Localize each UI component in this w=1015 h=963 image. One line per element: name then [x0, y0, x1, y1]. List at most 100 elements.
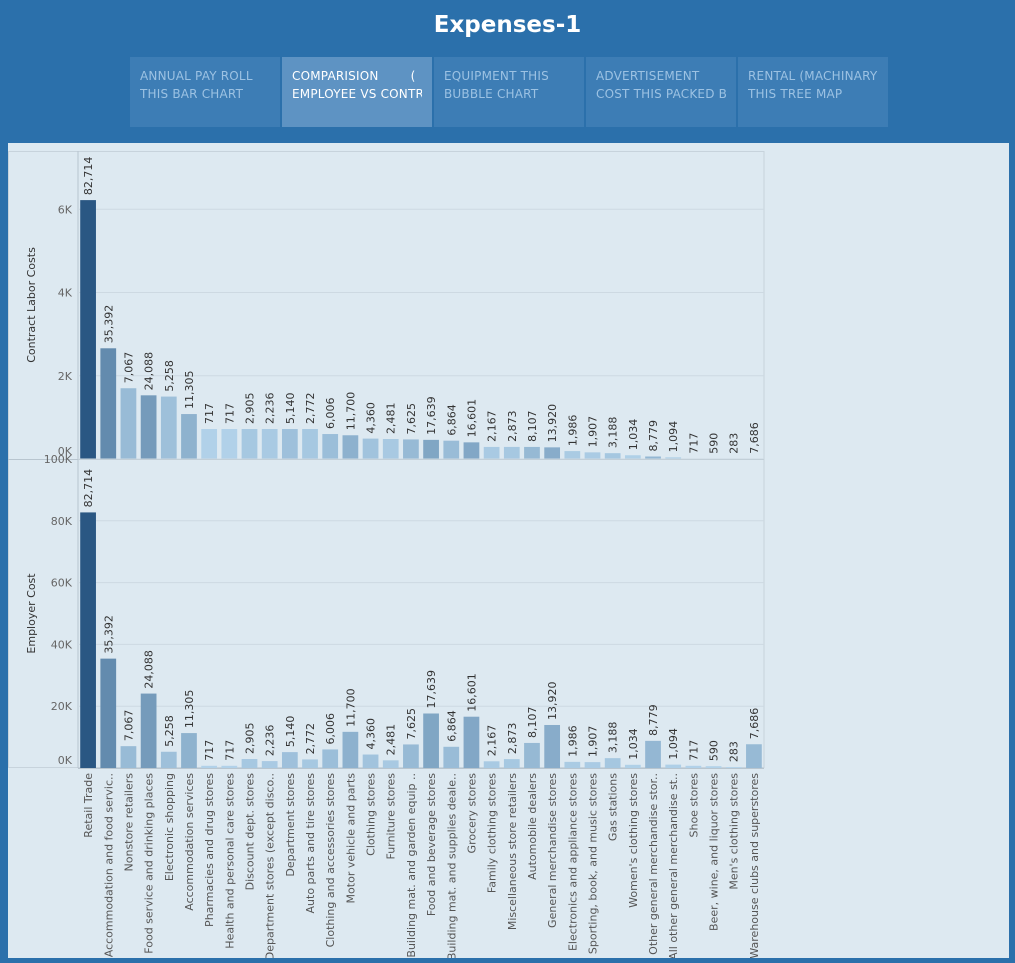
y-tick-label: 2K — [58, 370, 73, 383]
bar — [261, 761, 278, 768]
tab-equipment[interactable]: EQUIPMENT THIS BUBBLE CHART — [434, 57, 584, 127]
bar — [544, 724, 561, 768]
bar — [665, 764, 682, 768]
y-axis-title: Contract Labor Costs — [25, 247, 38, 363]
x-category-label: Accommodation services — [183, 773, 196, 911]
bar — [403, 439, 419, 459]
tab-label-line1: ANNUAL PAY ROLL — [140, 69, 253, 83]
x-category-label: Retail Trade — [82, 773, 95, 838]
x-category-label: Clothing and accessories stores — [324, 773, 337, 948]
x-category-label: Food and beverage stores — [425, 773, 438, 916]
x-category-label: Clothing stores — [365, 773, 378, 856]
bar-data-label: 8,107 — [526, 410, 539, 442]
x-category-label: Sporting, book, and music stores — [587, 773, 600, 954]
bar-data-label: 1,034 — [627, 728, 640, 760]
bar-data-label: 717 — [203, 403, 216, 424]
bar — [201, 429, 218, 459]
bar-data-label: 4,360 — [365, 718, 378, 750]
bar — [564, 761, 581, 768]
y-tick-label: 4K — [58, 287, 73, 300]
tab-label-line1: RENTAL (MACHINARY) — [748, 69, 878, 83]
bar-data-label: 3,188 — [607, 722, 620, 754]
bar — [322, 749, 339, 768]
x-category-label: Food service and drinking places — [143, 773, 156, 954]
bar — [382, 439, 399, 459]
tab-label-line1: EQUIPMENT THIS — [444, 69, 549, 83]
bar — [403, 744, 419, 768]
bar-data-label: 717 — [203, 740, 216, 761]
bar-data-label: 7,686 — [748, 708, 761, 740]
bar-data-label: 590 — [708, 433, 721, 454]
bar — [443, 440, 460, 459]
bar — [624, 764, 641, 768]
x-category-label: Electronics and appliance stores — [566, 773, 579, 951]
bar-data-label: 82,714 — [82, 469, 95, 508]
x-category-label: Department stores — [284, 773, 297, 877]
bar — [302, 429, 318, 459]
bar-data-label: 1,094 — [667, 728, 680, 760]
bar — [281, 752, 298, 768]
bar-data-label: 6,006 — [324, 398, 337, 430]
bar-data-label: 5,140 — [284, 393, 297, 425]
bar — [342, 731, 359, 768]
bar-data-label: 717 — [687, 433, 700, 454]
bar — [604, 758, 621, 768]
bar-data-label: 2,772 — [304, 723, 317, 755]
bar-data-label: 590 — [708, 740, 721, 761]
bar — [503, 759, 520, 768]
x-category-label: General merchandise stores — [546, 773, 559, 928]
bar-data-label: 16,601 — [465, 673, 478, 712]
x-category-label: Family clothing stores — [486, 773, 499, 893]
tab-rental[interactable]: RENTAL (MACHINARY) THIS TREE MAP — [738, 57, 888, 127]
bar-data-label: 2,236 — [264, 393, 277, 425]
x-category-label: Building mat. and garden equip .. — [405, 773, 418, 958]
bar-data-label: 2,236 — [264, 725, 277, 757]
bar — [100, 658, 117, 768]
bar-data-label: 7,625 — [405, 708, 418, 740]
bar-data-label: 1,907 — [587, 726, 600, 758]
bar-data-label: 1,907 — [587, 416, 600, 448]
bar — [120, 746, 137, 768]
bar — [80, 200, 96, 459]
x-category-label: Gas stations — [607, 773, 620, 841]
y-tick-label: 0K — [58, 754, 73, 767]
bar-data-label: 717 — [687, 740, 700, 761]
bar-data-label: 11,305 — [183, 690, 196, 729]
bar-data-label: 35,392 — [102, 615, 115, 654]
bar — [423, 713, 439, 768]
bar — [80, 512, 96, 768]
bar-data-label: 1,986 — [566, 725, 579, 757]
bar-data-label: 8,779 — [647, 420, 660, 452]
y-tick-label: 60K — [51, 577, 73, 590]
bar — [725, 767, 742, 768]
tab-label-line1: ADVERTISEMENT — [596, 69, 700, 83]
bar-data-label: 2,481 — [385, 724, 398, 756]
x-category-label: Building mat. and supplies deale.. — [445, 773, 458, 958]
tab-label-line2: EMPLOYEE VS CONTR.. — [292, 87, 422, 101]
bar — [746, 744, 762, 768]
bar — [181, 414, 197, 459]
tab-advertisement[interactable]: ADVERTISEMENT COST THIS PACKED B.. — [586, 57, 736, 127]
y-tick-label: 20K — [51, 700, 73, 713]
bar — [100, 348, 117, 459]
bar — [524, 446, 540, 459]
bar — [423, 439, 439, 459]
bar — [665, 457, 682, 459]
tab-comparision[interactable]: COMPARISION ( EMPLOYEE VS CONTR.. — [282, 57, 432, 127]
bar — [443, 746, 460, 768]
bar-data-label: 17,639 — [425, 670, 438, 709]
tab-annual-pay-roll[interactable]: ANNUAL PAY ROLL THIS BAR CHART — [130, 57, 280, 127]
bar-data-label: 2,873 — [506, 723, 519, 755]
bar — [221, 429, 238, 459]
bar — [544, 447, 561, 459]
bar — [524, 742, 540, 768]
bar-data-label: 11,305 — [183, 371, 196, 410]
bar-data-label: 11,700 — [344, 688, 357, 727]
bar — [382, 760, 399, 768]
bar-data-label: 8,779 — [647, 704, 660, 736]
bar — [241, 759, 258, 768]
bar — [241, 429, 258, 459]
y-tick-label: 0K — [58, 445, 73, 458]
bar — [604, 453, 621, 459]
x-category-label: Automobile dealers — [526, 773, 539, 880]
